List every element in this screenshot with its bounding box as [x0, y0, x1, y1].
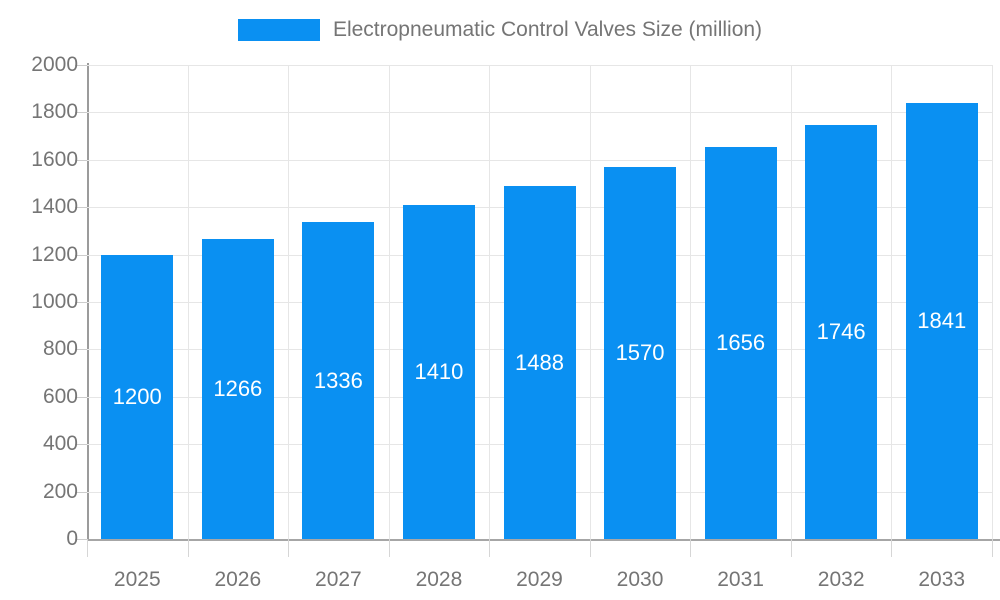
- y-axis-tick: [75, 491, 87, 493]
- bar[interactable]: 1570: [604, 166, 677, 539]
- gridline-vertical: [288, 65, 290, 539]
- y-axis-tick: [75, 539, 87, 540]
- x-axis-tick: [992, 539, 993, 557]
- bar-value-label: 1266: [213, 375, 263, 401]
- y-axis-tick-label: 400: [42, 432, 78, 456]
- x-axis-tick-label: 2029: [516, 568, 563, 591]
- y-axis-tick-label: 1800: [31, 100, 78, 124]
- x-axis-tick-label: 2025: [113, 568, 161, 591]
- x-axis-tick: [891, 539, 893, 557]
- gridline-vertical: [891, 65, 893, 539]
- legend[interactable]: Electropneumatic Control Valves Size (mi…: [0, 18, 1000, 42]
- bar[interactable]: 1841: [905, 102, 978, 539]
- y-axis-tick-label: 0: [66, 527, 78, 550]
- gridline-vertical: [187, 65, 189, 539]
- x-axis-tick-label: 2028: [415, 568, 463, 591]
- y-axis-tick: [75, 444, 87, 446]
- bar[interactable]: 1336: [302, 222, 375, 539]
- x-axis-line: [87, 539, 1000, 541]
- gridline-vertical: [992, 65, 993, 539]
- y-axis-tick: [75, 65, 87, 66]
- x-axis-tick: [87, 539, 88, 557]
- y-axis-tick-label: 1000: [31, 290, 78, 313]
- bar-value-label: 1746: [816, 319, 866, 345]
- y-axis-tick: [75, 302, 87, 303]
- bar[interactable]: 1746: [805, 125, 878, 539]
- gridline-vertical: [690, 65, 692, 539]
- x-axis-tick: [589, 539, 591, 557]
- y-axis-tick-label: 2000: [31, 53, 78, 76]
- x-axis-tick-label: 2030: [616, 568, 664, 591]
- y-axis-tick-label: 200: [42, 479, 78, 503]
- x-axis-tick-label: 2032: [817, 568, 865, 591]
- y-axis-line: [87, 63, 89, 539]
- y-axis-tick: [75, 112, 87, 114]
- legend-label: Electropneumatic Control Valves Size (mi…: [332, 18, 763, 41]
- gridline-horizontal: [87, 65, 992, 66]
- y-axis-tick-label: 800: [42, 337, 78, 361]
- gridline-horizontal: [87, 159, 992, 161]
- y-axis-tick: [75, 207, 87, 209]
- bar[interactable]: 1410: [402, 204, 475, 539]
- x-axis-tick: [790, 539, 792, 557]
- bar[interactable]: 1656: [704, 146, 777, 539]
- bar-value-label: 1488: [515, 349, 564, 375]
- y-axis-tick: [75, 254, 87, 256]
- gridline-vertical: [388, 65, 390, 539]
- bar-value-label: 1336: [313, 367, 363, 393]
- y-axis-tick: [75, 159, 87, 161]
- x-axis-tick: [288, 539, 290, 557]
- bar-value-label: 1570: [615, 339, 665, 365]
- gridline-vertical: [589, 65, 591, 539]
- bar-value-label: 1410: [414, 358, 464, 384]
- gridline-horizontal: [87, 112, 992, 114]
- x-axis-tick: [187, 539, 189, 557]
- bar[interactable]: 1200: [101, 254, 174, 539]
- bar-value-label: 1841: [917, 307, 967, 333]
- legend-swatch: [237, 19, 320, 41]
- gridline-vertical: [489, 65, 491, 539]
- bar[interactable]: 1488: [503, 186, 576, 539]
- y-axis-tick-label: 1600: [31, 147, 78, 171]
- x-axis-tick: [388, 539, 390, 557]
- x-axis-tick: [690, 539, 692, 557]
- y-axis-tick: [75, 396, 87, 398]
- y-axis-tick-label: 600: [42, 384, 78, 408]
- y-axis-tick: [75, 349, 87, 351]
- x-axis-tick-label: 2031: [717, 568, 764, 591]
- x-axis-tick: [489, 539, 491, 557]
- y-axis-tick-label: 1200: [31, 242, 78, 266]
- plot-area: 0 200 400 600 800 1000 1200 1400 1600 1800 2000 202…: [31, 53, 1000, 591]
- x-axis-tick-label: 2026: [214, 568, 262, 591]
- x-axis-tick-label: 2033: [918, 568, 966, 591]
- bar[interactable]: 1266: [201, 238, 274, 539]
- bar-value-label: 1200: [112, 383, 162, 409]
- x-axis-tick-label: 2027: [315, 568, 362, 591]
- y-axis-tick-label: 1400: [31, 195, 78, 219]
- bar-value-label: 1656: [716, 329, 766, 355]
- gridline-vertical: [790, 65, 792, 539]
